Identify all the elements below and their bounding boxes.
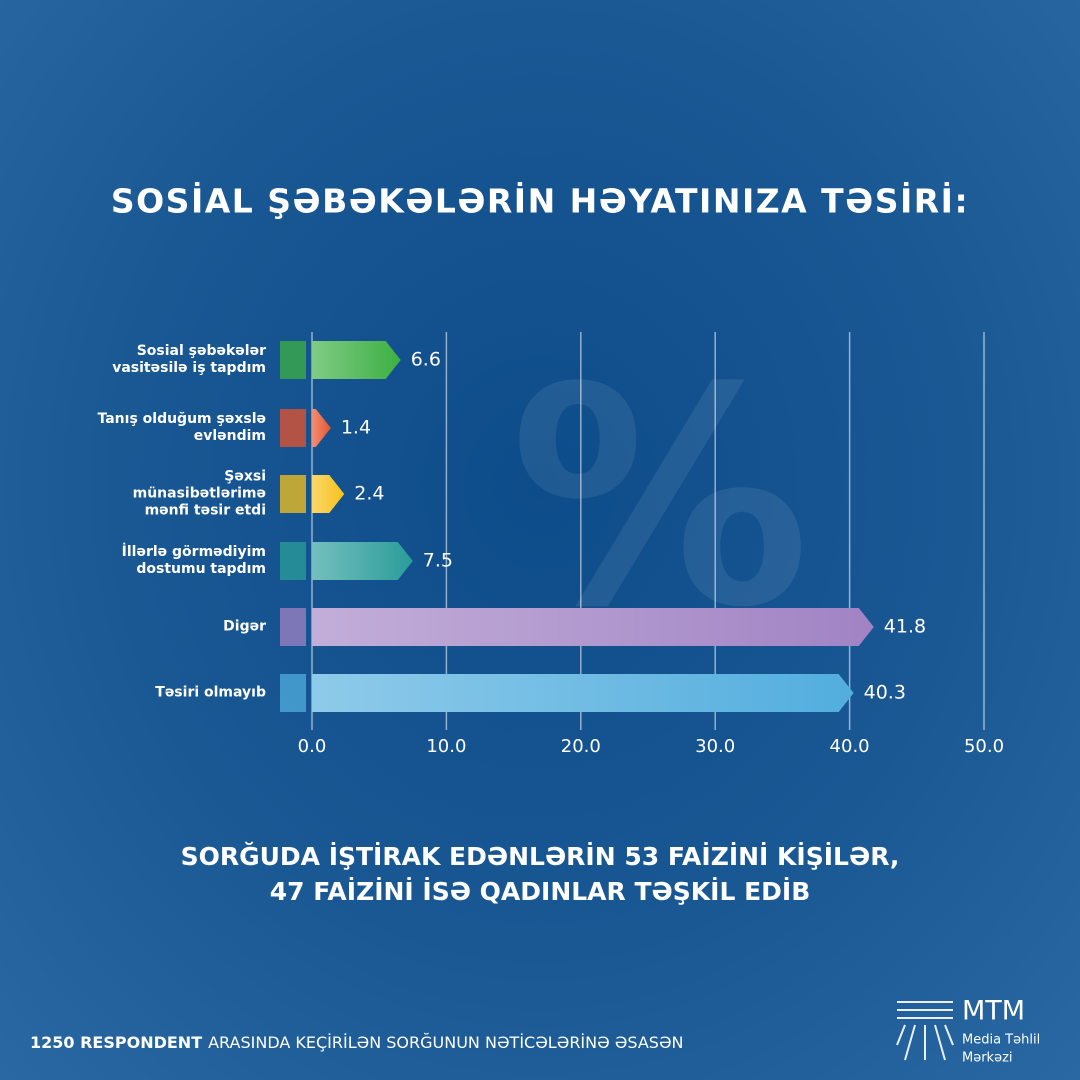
footer: 1250 RESPONDENT ARASINDA KEÇİRİLƏN SORĞUN… <box>30 1033 684 1052</box>
footer-bold: 1250 RESPONDENT <box>30 1033 202 1052</box>
logo-name: MTM <box>962 996 1025 1027</box>
x-tick-label: 10.0 <box>426 736 466 757</box>
logo-icon <box>896 1001 954 1061</box>
value-label: 2.4 <box>354 483 384 505</box>
bar-stub <box>280 409 306 447</box>
chart-title: SOSİAL ŞƏBƏKƏLƏRİN HƏYATINIZA TƏSİRİ: <box>111 181 969 221</box>
logo-line: Media Təhlil <box>962 1033 1040 1048</box>
x-tick-label: 50.0 <box>964 736 1004 757</box>
bar-shine <box>312 341 401 379</box>
bar-stub <box>280 608 306 646</box>
category-label: Təsiri olmayıb <box>155 684 266 701</box>
bar-shine <box>312 542 413 580</box>
bar-shine <box>312 674 854 712</box>
category-label: İllərlə görmədiyim dostumu tapdım <box>121 544 266 577</box>
x-tick-label: 0.0 <box>298 736 327 757</box>
bar-stub <box>280 475 306 513</box>
bar-shine <box>312 409 331 447</box>
footer-rest: ARASINDA KEÇİRİLƏN SORĞUNUN NƏTİCƏLƏRİNƏ… <box>208 1033 683 1052</box>
x-tick-label: 20.0 <box>561 736 601 757</box>
bar-shine <box>312 608 874 646</box>
value-label: 41.8 <box>884 616 926 638</box>
value-label: 40.3 <box>864 682 906 704</box>
note-line: 47 FAİZİNİ İSƏ QADINLAR TƏŞKİL EDİB <box>270 876 811 906</box>
bar-stub <box>280 341 306 379</box>
category-label: Tanış olduğum şəxslə evləndim <box>97 411 266 444</box>
logo-line: Mərkəzi <box>962 1051 1013 1066</box>
category-label: Şəxsi münasibətlərimə mənfi təsir etdi <box>132 468 266 519</box>
value-label: 6.6 <box>411 349 441 371</box>
bar-stub <box>280 542 306 580</box>
category-label: Digər <box>223 618 266 635</box>
note-line: SORĞUDA İŞTİRAK EDƏNLƏRİN 53 FAİZİNİ KİŞ… <box>181 841 900 871</box>
x-tick-label: 30.0 <box>695 736 735 757</box>
x-tick-label: 40.0 <box>830 736 870 757</box>
bar-stub <box>280 674 306 712</box>
bar-shine <box>312 475 345 513</box>
value-label: 1.4 <box>341 417 371 439</box>
category-label: Sosial şəbəkələr vasitəsilə iş tapdım <box>112 343 266 376</box>
value-label: 7.5 <box>423 550 453 572</box>
